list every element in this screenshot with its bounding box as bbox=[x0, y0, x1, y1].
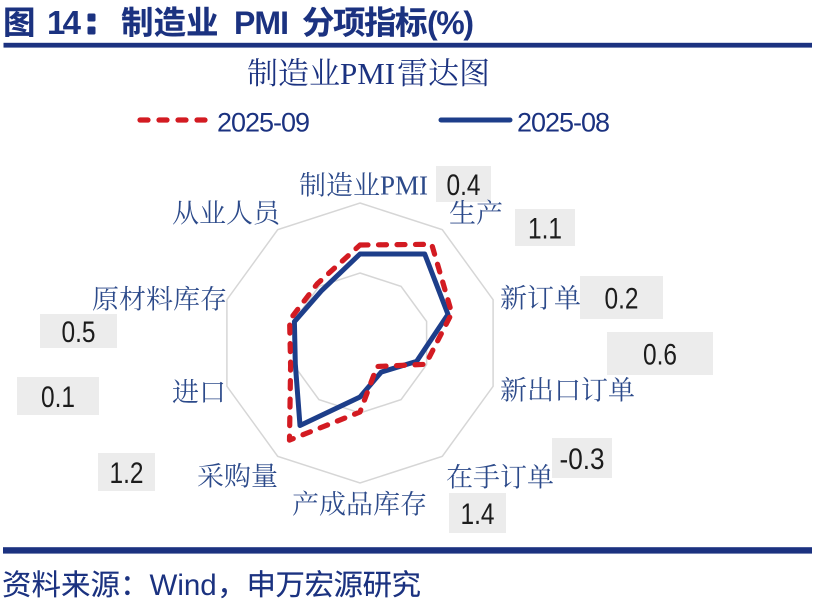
svg-text:1.2: 1.2 bbox=[110, 457, 144, 490]
svg-text:2025-08: 2025-08 bbox=[517, 108, 610, 138]
svg-text:14: 14 bbox=[47, 4, 82, 41]
svg-text:0.1: 0.1 bbox=[41, 381, 75, 414]
svg-text:PMI: PMI bbox=[234, 5, 289, 41]
svg-text:2025-09: 2025-09 bbox=[217, 108, 310, 138]
svg-text:PMI: PMI bbox=[380, 171, 428, 201]
svg-text:(%): (%) bbox=[427, 5, 474, 41]
svg-text:0.5: 0.5 bbox=[62, 316, 96, 349]
svg-text:1.4: 1.4 bbox=[461, 498, 495, 531]
svg-text:0.6: 0.6 bbox=[643, 339, 677, 372]
svg-text:1.1: 1.1 bbox=[528, 213, 562, 246]
svg-text:0.2: 0.2 bbox=[605, 283, 639, 316]
svg-text:Wind: Wind bbox=[150, 569, 217, 602]
svg-text:-0.3: -0.3 bbox=[560, 443, 605, 476]
svg-text:PMI: PMI bbox=[340, 56, 395, 91]
svg-text:0.4: 0.4 bbox=[447, 169, 481, 202]
